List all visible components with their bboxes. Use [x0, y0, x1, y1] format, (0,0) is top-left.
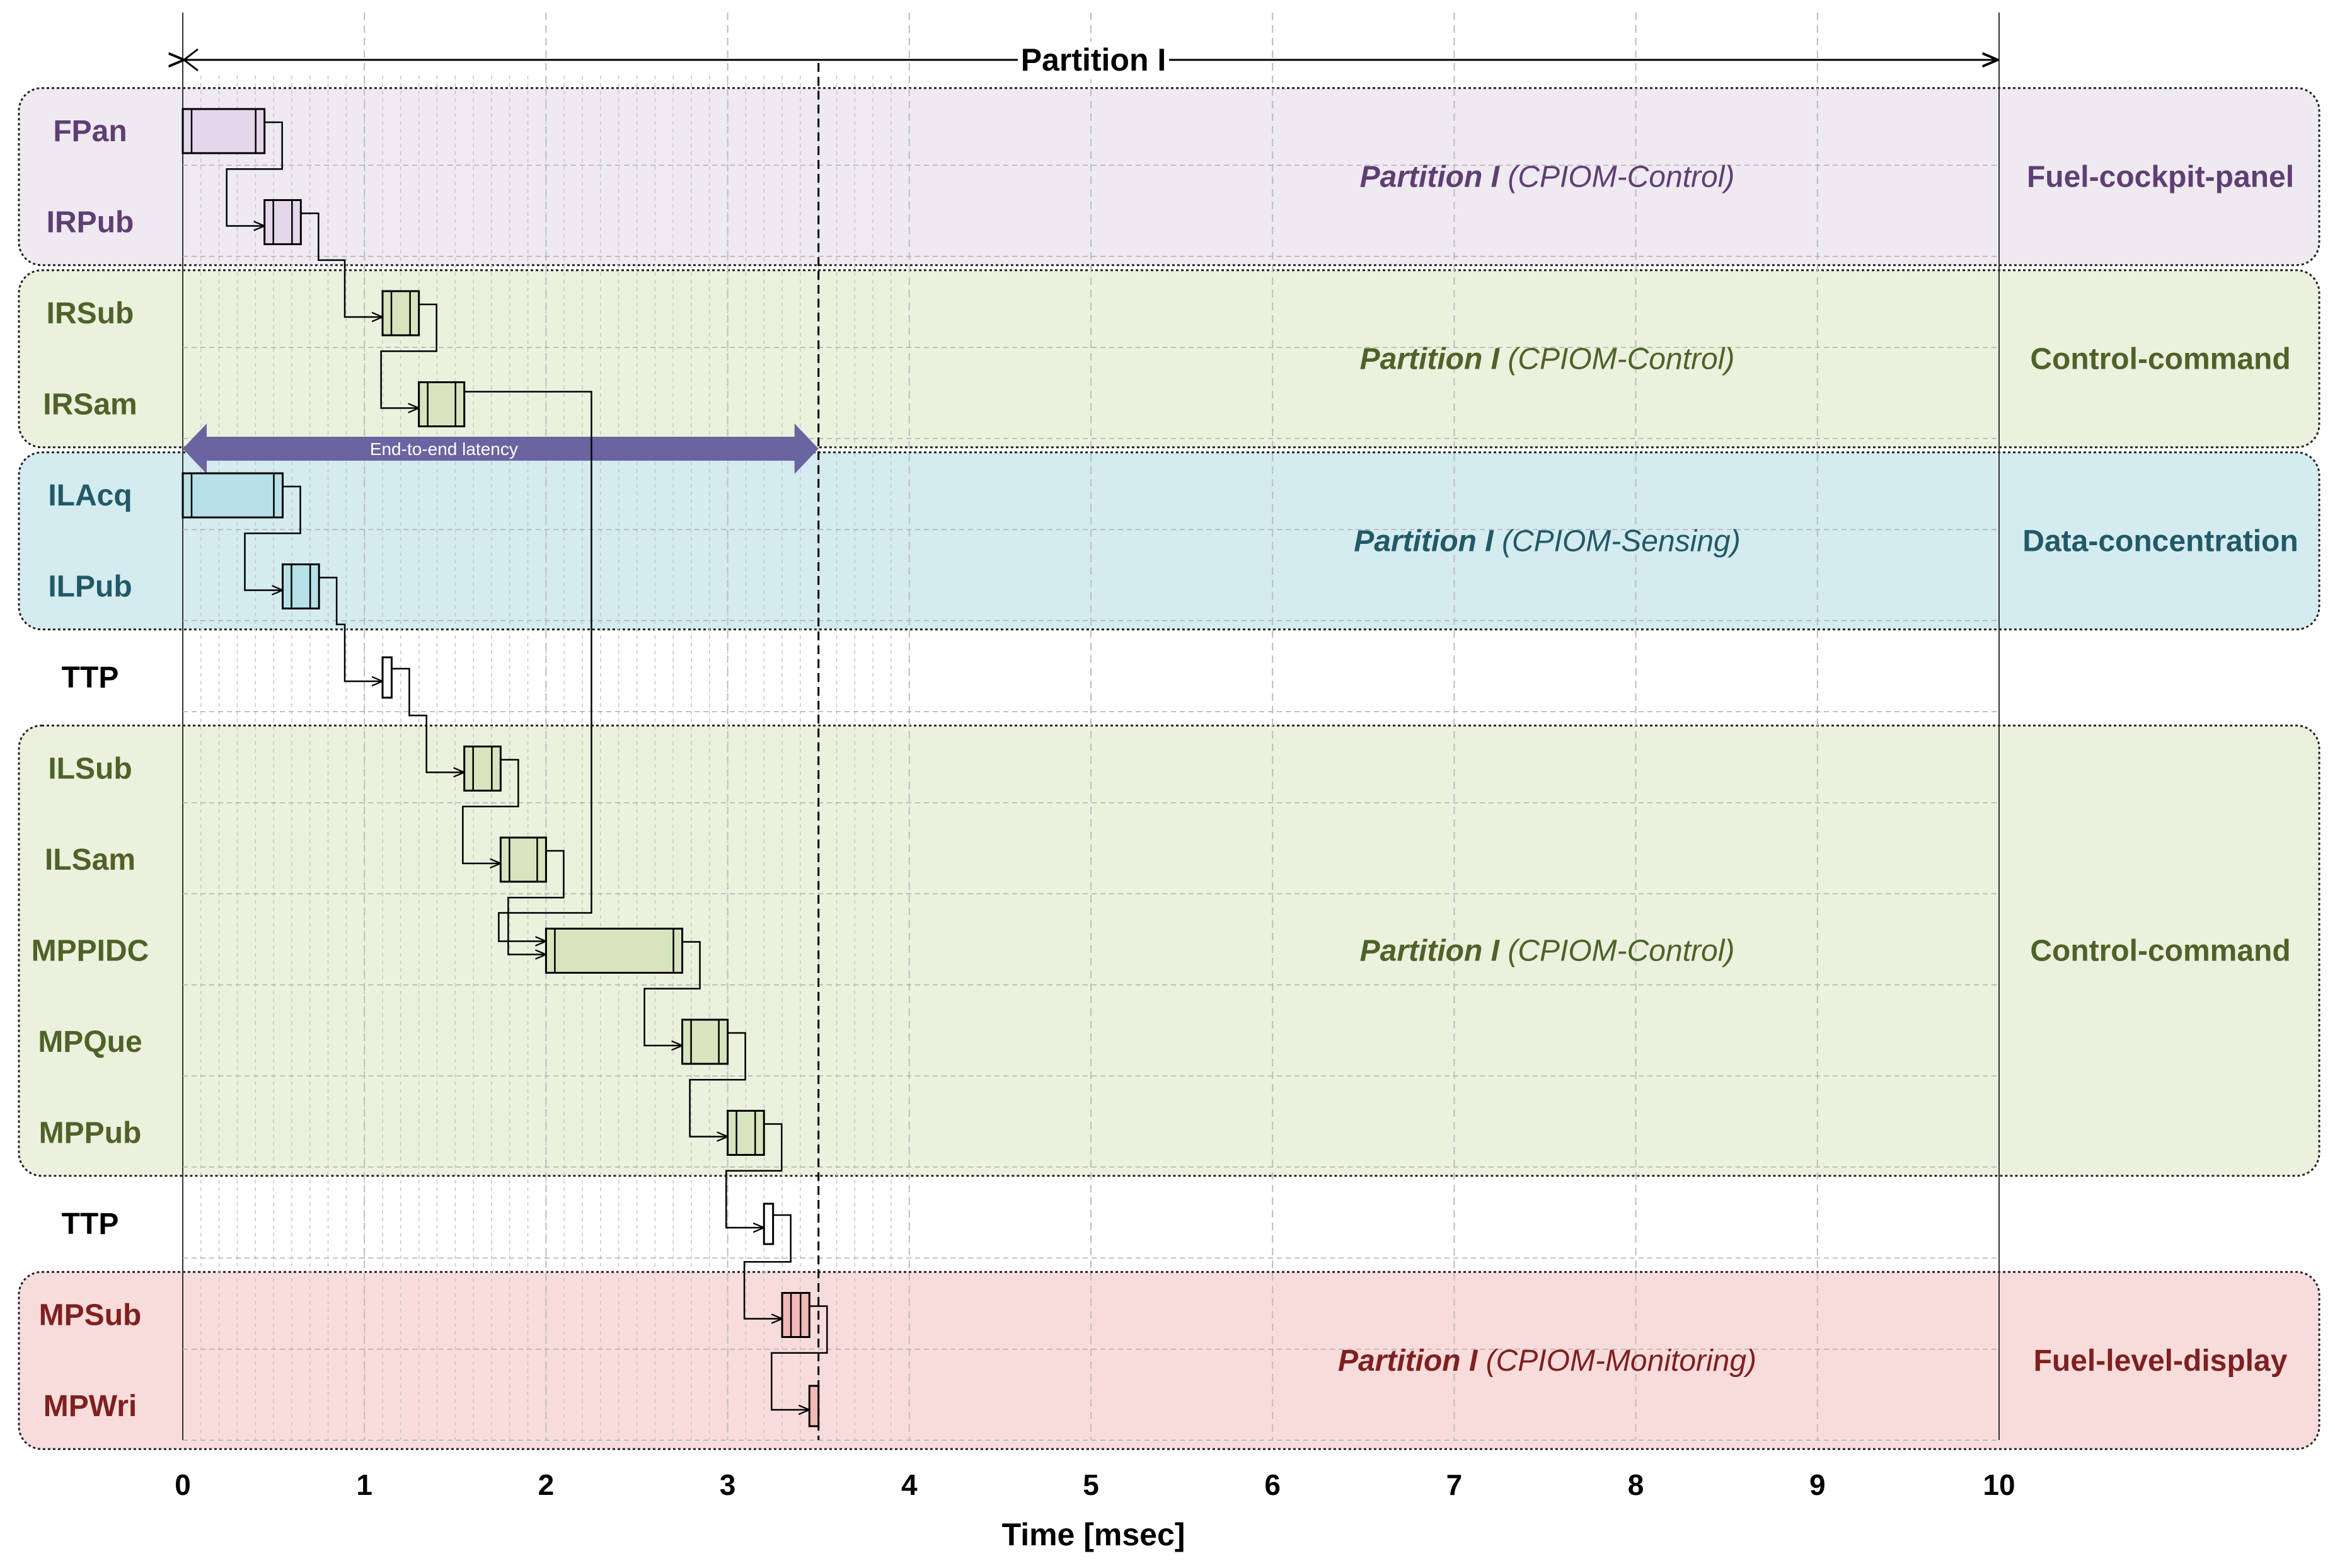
task-box: [781, 1292, 810, 1338]
latency-arrow: [183, 424, 819, 474]
partition-module: (CPIOM-Control): [1508, 160, 1734, 193]
row-label: MPQue: [38, 1025, 142, 1059]
group-panel: [18, 724, 2321, 1177]
partition-module: (CPIOM-Control): [1508, 935, 1734, 968]
x-tick-label: 3: [720, 1468, 736, 1501]
row-label: TTP: [62, 661, 119, 695]
partition-name: Partition I: [1360, 935, 1508, 968]
row-label: MPSub: [39, 1299, 142, 1332]
row-label: TTP: [62, 1208, 119, 1241]
arrowhead-left: [182, 48, 199, 72]
x-tick-label: 5: [1083, 1468, 1099, 1501]
x-tick-label: 2: [538, 1468, 555, 1501]
row-label: ILAcq: [48, 479, 132, 512]
task-box: [463, 746, 502, 792]
group-panel: [18, 269, 2321, 449]
precedence-link: [464, 391, 592, 942]
precedence-link: [743, 1214, 792, 1319]
x-axis-title: Time [msec]: [1002, 1517, 1185, 1552]
group-label: Fuel-cockpit-panel: [2027, 160, 2294, 193]
group-panel: [18, 87, 2321, 267]
task-box: [182, 472, 284, 519]
task-box: [182, 108, 266, 154]
partition-module: (CPIOM-Monitoring): [1486, 1344, 1756, 1378]
task-box: [418, 381, 466, 427]
x-tick-label: 0: [175, 1468, 191, 1501]
partition-label: Partition I (CPIOM-Sensing): [1354, 524, 1740, 558]
task-box: [727, 1110, 765, 1156]
partition-label: Partition I (CPIOM-Control): [1360, 160, 1735, 193]
row-label: FPan: [53, 115, 127, 148]
x-tick-label: 1: [356, 1468, 372, 1501]
partition-label: Partition I (CPIOM-Control): [1360, 342, 1735, 376]
precedence-link: [689, 1032, 746, 1137]
task-box: [282, 563, 320, 609]
partition-name: Partition I: [1360, 160, 1508, 193]
row-label: IRSub: [47, 297, 134, 330]
row-label: MPPub: [39, 1117, 142, 1150]
group-label: Control-command: [2030, 935, 2290, 968]
partition-module: (CPIOM-Control): [1508, 342, 1734, 376]
task-box: [681, 1018, 729, 1065]
partition-module: (CPIOM-Sensing): [1502, 524, 1741, 558]
latency-label: End-to-end latency: [370, 439, 518, 459]
task-box: [263, 199, 302, 245]
x-tick-label: 7: [1446, 1468, 1463, 1501]
x-tick-label: 9: [1809, 1468, 1826, 1501]
group-panel: [18, 451, 2321, 631]
task-box: [763, 1202, 775, 1245]
row-label: IRPub: [47, 206, 134, 239]
task-box: [381, 656, 393, 699]
precedence-link: [319, 577, 383, 682]
group-label: Data-concentration: [2022, 524, 2298, 558]
precedence-link: [301, 212, 383, 318]
x-tick-label: 6: [1264, 1468, 1281, 1501]
row-label: ILPub: [48, 570, 132, 604]
task-box: [381, 290, 420, 337]
precedence-link: [725, 1123, 783, 1228]
task-box: [545, 928, 684, 974]
row-label: MPPIDC: [32, 935, 149, 968]
row-label: MPWri: [43, 1390, 137, 1423]
partition-name: Partition I: [1354, 524, 1502, 558]
partition-label: Partition I (CPIOM-Control): [1360, 935, 1735, 968]
precedence-link: [462, 759, 519, 864]
precedence-link: [244, 485, 301, 591]
precedence-link: [380, 303, 437, 408]
row-label: ILSam: [45, 843, 135, 877]
partition-name: Partition I: [1338, 1344, 1486, 1378]
precedence-link: [391, 667, 464, 773]
title-background: [1018, 42, 1169, 79]
precedence-link: [226, 121, 283, 226]
row-label: ILSub: [48, 752, 132, 786]
task-box: [499, 836, 547, 883]
task-box: [808, 1385, 820, 1427]
group-panel: [18, 1271, 2321, 1450]
chart-title: Partition I: [1021, 42, 1167, 78]
group-label: Fuel-level-display: [2034, 1344, 2288, 1378]
partition-label: Partition I (CPIOM-Monitoring): [1338, 1344, 1756, 1378]
x-tick-label: 4: [901, 1468, 918, 1501]
row-label: IRSam: [43, 388, 137, 422]
precedence-link: [771, 1305, 828, 1410]
x-tick-label: 10: [1983, 1468, 2015, 1501]
x-tick-label: 8: [1628, 1468, 1644, 1501]
precedence-link: [643, 941, 701, 1046]
group-label: Control-command: [2030, 342, 2290, 376]
precedence-link: [507, 850, 565, 955]
partition-name: Partition I: [1360, 342, 1508, 376]
